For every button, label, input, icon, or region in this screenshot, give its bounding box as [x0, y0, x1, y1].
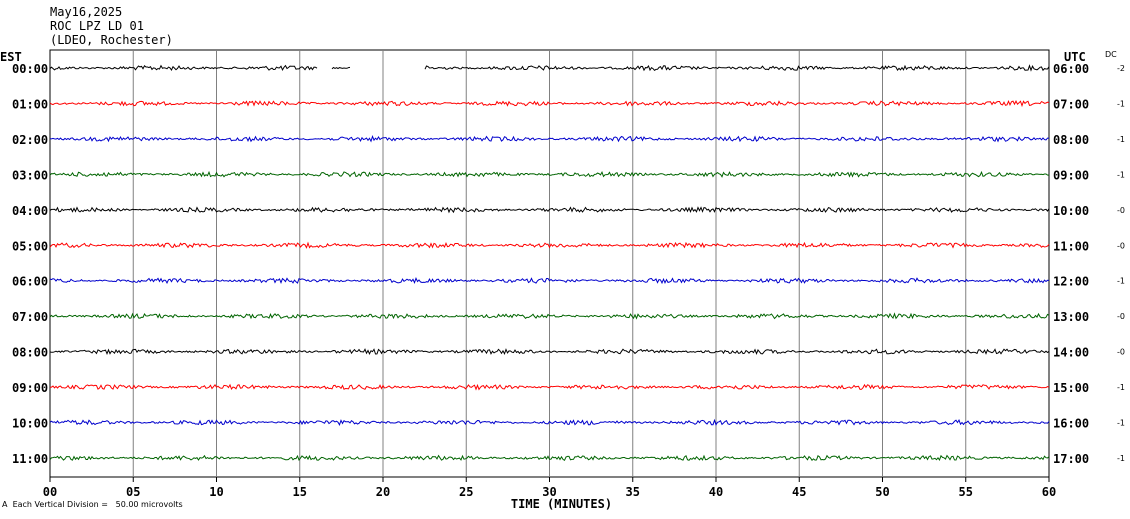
est-time-label: 09:00 — [12, 381, 48, 395]
dc-offset-label: -2 — [1117, 64, 1125, 73]
x-tick-label: 45 — [792, 485, 806, 499]
seismic-trace — [49, 64, 318, 72]
dc-offset-label: -1 — [1117, 383, 1125, 392]
x-tick-label: 15 — [293, 485, 307, 499]
est-time-label: 04:00 — [12, 204, 48, 218]
dc-offset-label: -1 — [1117, 419, 1125, 428]
x-tick-label: 10 — [209, 485, 223, 499]
dc-offset-label: -0 — [1117, 312, 1125, 321]
x-tick-label: 55 — [959, 485, 973, 499]
est-time-label: 08:00 — [12, 346, 48, 360]
scale-note: A Each Vertical Division = 50.00 microvo… — [2, 500, 183, 509]
seismic-trace — [49, 454, 1050, 462]
utc-time-label: 16:00 — [1053, 417, 1089, 431]
x-axis-label: TIME (MINUTES) — [511, 497, 612, 511]
utc-time-label: 09:00 — [1053, 168, 1089, 182]
utc-time-label: 08:00 — [1053, 133, 1089, 147]
seismic-trace — [49, 241, 1050, 249]
utc-time-label: 11:00 — [1053, 239, 1089, 253]
network-label: (LDEO, Rochester) — [50, 33, 173, 47]
utc-time-label: 13:00 — [1053, 310, 1089, 324]
est-time-label: 01:00 — [12, 97, 48, 111]
utc-time-label: 10:00 — [1053, 204, 1089, 218]
dc-offset-label: -1 — [1117, 99, 1125, 108]
station-label: ROC LPZ LD 01 — [50, 19, 144, 33]
date-label: May16,2025 — [50, 5, 123, 19]
dc-offset-label: -1 — [1117, 277, 1125, 286]
scale-note-text: Each Vertical Division = 50.00 microvolt… — [12, 500, 183, 509]
seismic-trace — [49, 276, 1050, 285]
utc-time-label: 06:00 — [1053, 62, 1089, 76]
seismic-trace — [49, 170, 1050, 178]
est-time-label: 00:00 — [12, 62, 48, 76]
dc-offset-label: -1 — [1117, 454, 1125, 463]
seismic-trace — [49, 206, 1050, 214]
x-tick-label: 35 — [626, 485, 640, 499]
seismic-trace — [49, 383, 1050, 391]
utc-time-label: 17:00 — [1053, 452, 1089, 466]
seismic-trace — [49, 135, 1049, 143]
seismic-trace — [424, 64, 1050, 72]
utc-time-label: 12:00 — [1053, 275, 1089, 289]
utc-time-label: 15:00 — [1053, 381, 1089, 395]
x-tick-label: 60 — [1042, 485, 1056, 499]
dc-column-label: DC — [1105, 50, 1117, 59]
x-tick-label: 50 — [875, 485, 889, 499]
seismic-trace — [49, 418, 1050, 427]
footer-mark: A — [2, 500, 8, 509]
x-tick-label: 25 — [459, 485, 473, 499]
est-axis-label: EST — [0, 50, 22, 64]
utc-time-label: 14:00 — [1053, 346, 1089, 360]
utc-axis-label: UTC — [1064, 50, 1086, 64]
utc-time-label: 07:00 — [1053, 97, 1089, 111]
x-tick-label: 00 — [43, 485, 57, 499]
dc-offset-label: -1 — [1117, 135, 1125, 144]
seismic-trace — [49, 312, 1050, 320]
est-time-label: 11:00 — [12, 452, 48, 466]
dc-offset-label: -0 — [1117, 206, 1125, 215]
dc-offset-label: -1 — [1117, 170, 1125, 179]
seismic-trace — [331, 66, 351, 70]
x-tick-label: 20 — [376, 485, 390, 499]
est-time-label: 06:00 — [12, 275, 48, 289]
est-time-label: 10:00 — [12, 417, 48, 431]
x-tick-label: 30 — [542, 485, 556, 499]
est-time-label: 05:00 — [12, 239, 48, 253]
est-time-label: 07:00 — [12, 310, 48, 324]
seismic-trace — [49, 348, 1050, 356]
x-tick-label: 40 — [709, 485, 723, 499]
est-time-label: 03:00 — [12, 168, 48, 182]
dc-offset-label: -0 — [1117, 241, 1125, 250]
seismic-trace — [49, 99, 1050, 108]
x-tick-label: 05 — [126, 485, 140, 499]
est-time-label: 02:00 — [12, 133, 48, 147]
dc-offset-label: -0 — [1117, 348, 1125, 357]
